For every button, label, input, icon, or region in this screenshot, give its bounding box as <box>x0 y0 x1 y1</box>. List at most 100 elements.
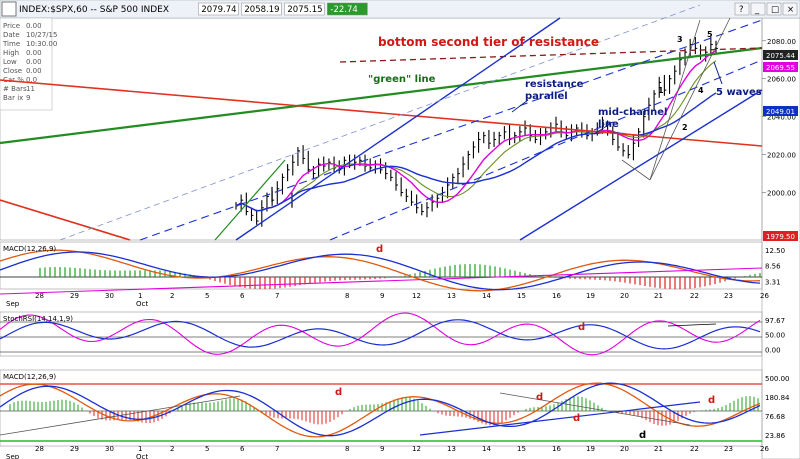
x-axis-upper-date: 28 <box>35 292 44 300</box>
title-field <box>284 2 325 16</box>
macd1-axis-label: 12.50 <box>765 247 785 255</box>
panel-frame <box>0 369 763 447</box>
macd2-divergence-label: d <box>536 392 543 403</box>
x-axis-upper-month: Sep <box>6 300 20 308</box>
x-axis-lower-date: 20 <box>620 445 629 453</box>
panel-frame <box>0 311 763 357</box>
window-control-button <box>782 2 798 16</box>
x-axis-lower-date: 29 <box>70 445 79 453</box>
mid-channel-pointer <box>593 123 611 135</box>
window-control-label: ? <box>739 5 744 15</box>
title-field-value: 2079.74 <box>201 5 236 15</box>
x-axis-lower-date: 9 <box>380 445 384 453</box>
channel-lower-line <box>519 89 763 241</box>
data-window-label: Low <box>3 58 17 66</box>
x-axis-lower-date: 1 <box>138 445 142 453</box>
annotation-mid-channel: mid-channel <box>598 107 667 118</box>
wave-count-label: 1 <box>658 86 664 95</box>
title-field-value: 2075.15 <box>287 5 322 15</box>
price-tick-label: 2040.00 <box>767 114 796 122</box>
stochrsi-axis-label: 97.67 <box>765 317 785 325</box>
macd1-title: MACD(12,26,9) <box>3 245 56 253</box>
window-control-label: _ <box>754 5 760 15</box>
data-window-label: Close <box>3 67 22 75</box>
price-badge <box>763 62 798 72</box>
x-axis-upper-date: 5 <box>205 292 209 300</box>
macd2-macd-line <box>0 382 761 437</box>
annotation-five-waves: 5 waves <box>716 87 762 98</box>
window-control-label: × <box>787 5 794 15</box>
price-badge <box>763 50 798 60</box>
price-badge-label: 2075.44 <box>766 52 795 60</box>
thin-dashed-line <box>59 4 701 241</box>
title-field <box>327 2 368 16</box>
stochrsi-d-line <box>0 319 761 350</box>
ma-magenta-line <box>235 50 717 212</box>
annotation-resistance-parallel: resistance <box>525 79 584 90</box>
data-window <box>0 17 53 111</box>
x-axis-lower-month: Sep <box>6 453 20 459</box>
x-axis-lower-date: 13 <box>447 445 456 453</box>
x-axis-lower-date: 14 <box>482 445 491 453</box>
x-axis-lower-date: 12 <box>412 445 421 453</box>
macd2-axis-label: 23.86 <box>765 432 786 440</box>
macd2-trend-line <box>419 401 701 436</box>
title-field <box>241 2 282 16</box>
resistance-dashed-line <box>339 47 763 63</box>
macd2-divergence-label: d <box>708 395 715 406</box>
data-window-label: # Bars <box>3 85 27 93</box>
window-control-button <box>766 2 782 16</box>
resistance-parallel-line <box>139 19 763 241</box>
x-axis-upper-date: 8 <box>345 292 349 300</box>
macd1-axis-label: 3.31 <box>765 278 781 286</box>
wave-count-label: 5 <box>707 30 713 39</box>
annotation-resistance-tier: bottom second tier of resistance <box>378 35 599 49</box>
x-axis-upper-date: 13 <box>447 292 456 300</box>
title-field <box>198 2 239 16</box>
price-tick-label: 2080.00 <box>767 38 796 46</box>
x-axis-upper-month: Oct <box>136 300 148 308</box>
window-control-button <box>750 2 766 16</box>
window-control-label: □ <box>771 5 779 15</box>
stochrsi-k-line <box>0 312 761 356</box>
x-axis-upper-date: 6 <box>240 292 245 300</box>
price-badge-label: 1979.50 <box>766 233 795 241</box>
x-axis-lower-date: 21 <box>654 445 663 453</box>
x-axis-upper-date: 19 <box>586 292 595 300</box>
window-control-button <box>734 2 750 16</box>
macd2-title: MACD(12,26,9) <box>3 373 56 381</box>
x-axis-upper-date: 12 <box>412 292 421 300</box>
annotation-green-line: "green" line <box>368 74 436 85</box>
red-trend-line <box>0 79 763 147</box>
wave-count-label: 2 <box>682 123 688 132</box>
title-symbol: INDEX:$SPX,60 -- S&P 500 INDEX <box>19 5 169 15</box>
stochrsi-divergence-label: d <box>578 322 585 333</box>
data-window-value: 0.00 <box>26 58 42 66</box>
wedge-line <box>649 17 731 181</box>
data-window-label: Bar ix <box>3 94 23 102</box>
x-axis-upper-date: 9 <box>380 292 384 300</box>
x-axis-upper-date: 14 <box>482 292 491 300</box>
x-axis-lower-date: 23 <box>724 445 733 453</box>
panel-frame <box>0 241 763 290</box>
x-axis-lower-date: 28 <box>35 445 44 453</box>
macd1-divergence-label: d <box>376 244 383 255</box>
x-axis-lower-date: 19 <box>586 445 595 453</box>
data-window-value: 0.00 <box>26 22 42 30</box>
x-axis-upper-date: 1 <box>138 292 142 300</box>
macd2-axis-label: 500.00 <box>765 375 790 383</box>
channel-upper-line <box>235 17 561 241</box>
macd2-trend-line <box>499 392 691 426</box>
title-field-value: 2058.19 <box>244 5 279 15</box>
x-axis-lower-date: 26 <box>760 445 769 453</box>
price-badge-label: 2049.01 <box>766 108 795 116</box>
stochrsi-axis-label: 50.00 <box>765 332 785 340</box>
data-window-label: High <box>3 49 19 57</box>
x-axis-upper-date: 16 <box>552 292 561 300</box>
price-tick-label: 2060.00 <box>767 76 796 84</box>
data-window-value: 10:30.00 <box>26 40 57 48</box>
macd1-axis-label: 8.56 <box>765 263 781 271</box>
green-line <box>0 46 763 145</box>
